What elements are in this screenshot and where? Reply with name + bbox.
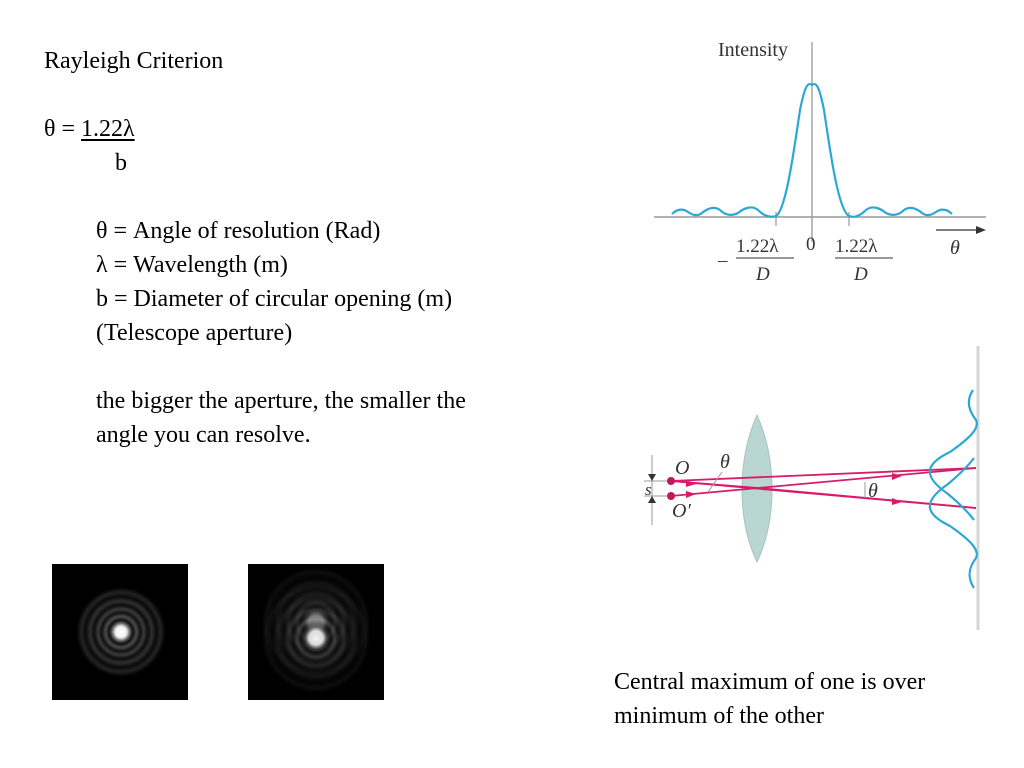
angle-label-left: θ bbox=[720, 451, 730, 473]
tick-negative-sign: – bbox=[717, 250, 728, 271]
note-line-1: the bigger the aperture, the smaller the bbox=[96, 388, 466, 414]
single-airy-pattern-image bbox=[52, 564, 188, 700]
angle-label-right: θ bbox=[868, 480, 878, 502]
variable-definitions: θ = Angle of resolution (Rad) λ = Wavele… bbox=[96, 214, 452, 350]
diagram-caption: Central maximum of one is over minimum o… bbox=[614, 665, 925, 733]
intensity-vs-angle-plot: Intensity 0 – 1.22λ D 1.22λ D θ bbox=[654, 39, 986, 285]
definition-theta: θ = Angle of resolution (Rad) bbox=[96, 218, 381, 244]
rayleigh-formula: θ = 1.22λ bbox=[44, 112, 135, 146]
source-o-prime-dot bbox=[667, 492, 675, 500]
formula-lhs: θ = bbox=[44, 116, 82, 142]
lens-resolution-diagram: s O O′ θ θ bbox=[644, 346, 980, 630]
definition-aperture: (Telescope aperture) bbox=[96, 320, 293, 346]
arrow-head-icon bbox=[976, 226, 986, 234]
theta-axis-label: θ bbox=[950, 237, 960, 259]
airy-intensity-curve bbox=[671, 83, 953, 218]
tick-left-denominator: D bbox=[755, 264, 770, 285]
source-o-prime-label: O′ bbox=[672, 500, 691, 522]
definition-b: b = Diameter of circular opening (m) bbox=[96, 286, 453, 312]
diffraction-curve-bottom bbox=[928, 457, 978, 589]
intensity-label: Intensity bbox=[718, 39, 788, 61]
caption-line-2: minimum of the other bbox=[614, 703, 824, 729]
note-line-2: angle you can resolve. bbox=[96, 422, 311, 448]
diffraction-curve-top bbox=[928, 389, 978, 521]
formula-numerator: 1.22λ bbox=[81, 116, 135, 142]
separation-label: s bbox=[645, 480, 652, 499]
double-airy-pattern-image bbox=[246, 552, 386, 708]
source-o-label: O bbox=[675, 457, 689, 479]
tick-right-denominator: D bbox=[853, 264, 868, 285]
caption-line-1: Central maximum of one is over bbox=[614, 669, 926, 695]
slide-title: Rayleigh Criterion bbox=[44, 48, 224, 74]
tick-zero-label: 0 bbox=[806, 234, 816, 255]
tick-right-numerator: 1.22λ bbox=[835, 236, 878, 257]
aperture-note: the bigger the aperture, the smaller the… bbox=[96, 384, 466, 452]
definition-lambda: λ = Wavelength (m) bbox=[96, 252, 288, 278]
tick-left-numerator: 1.22λ bbox=[736, 236, 779, 257]
source-o-dot bbox=[667, 477, 675, 485]
formula-denominator: b bbox=[115, 150, 127, 176]
